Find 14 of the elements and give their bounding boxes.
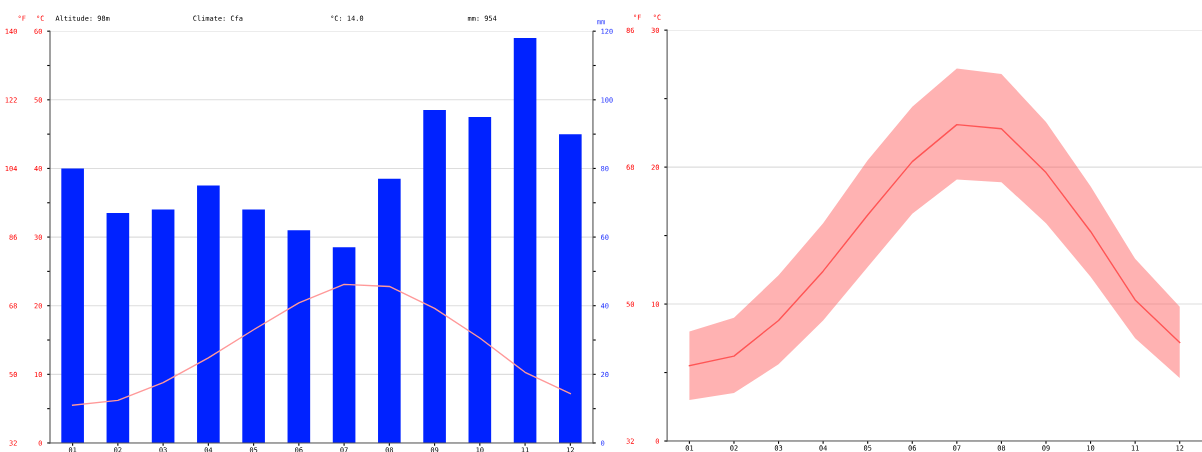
bar (287, 230, 311, 443)
bar (513, 38, 537, 443)
bar (106, 213, 130, 443)
bar (151, 209, 175, 443)
bar (423, 110, 446, 443)
bar (61, 168, 84, 443)
bar (332, 247, 356, 443)
bar (242, 209, 265, 443)
line-series (688, 123, 1181, 367)
bar (197, 185, 220, 443)
bar (378, 178, 401, 443)
line-series (71, 283, 572, 406)
bar (468, 116, 492, 443)
bar (559, 134, 582, 443)
